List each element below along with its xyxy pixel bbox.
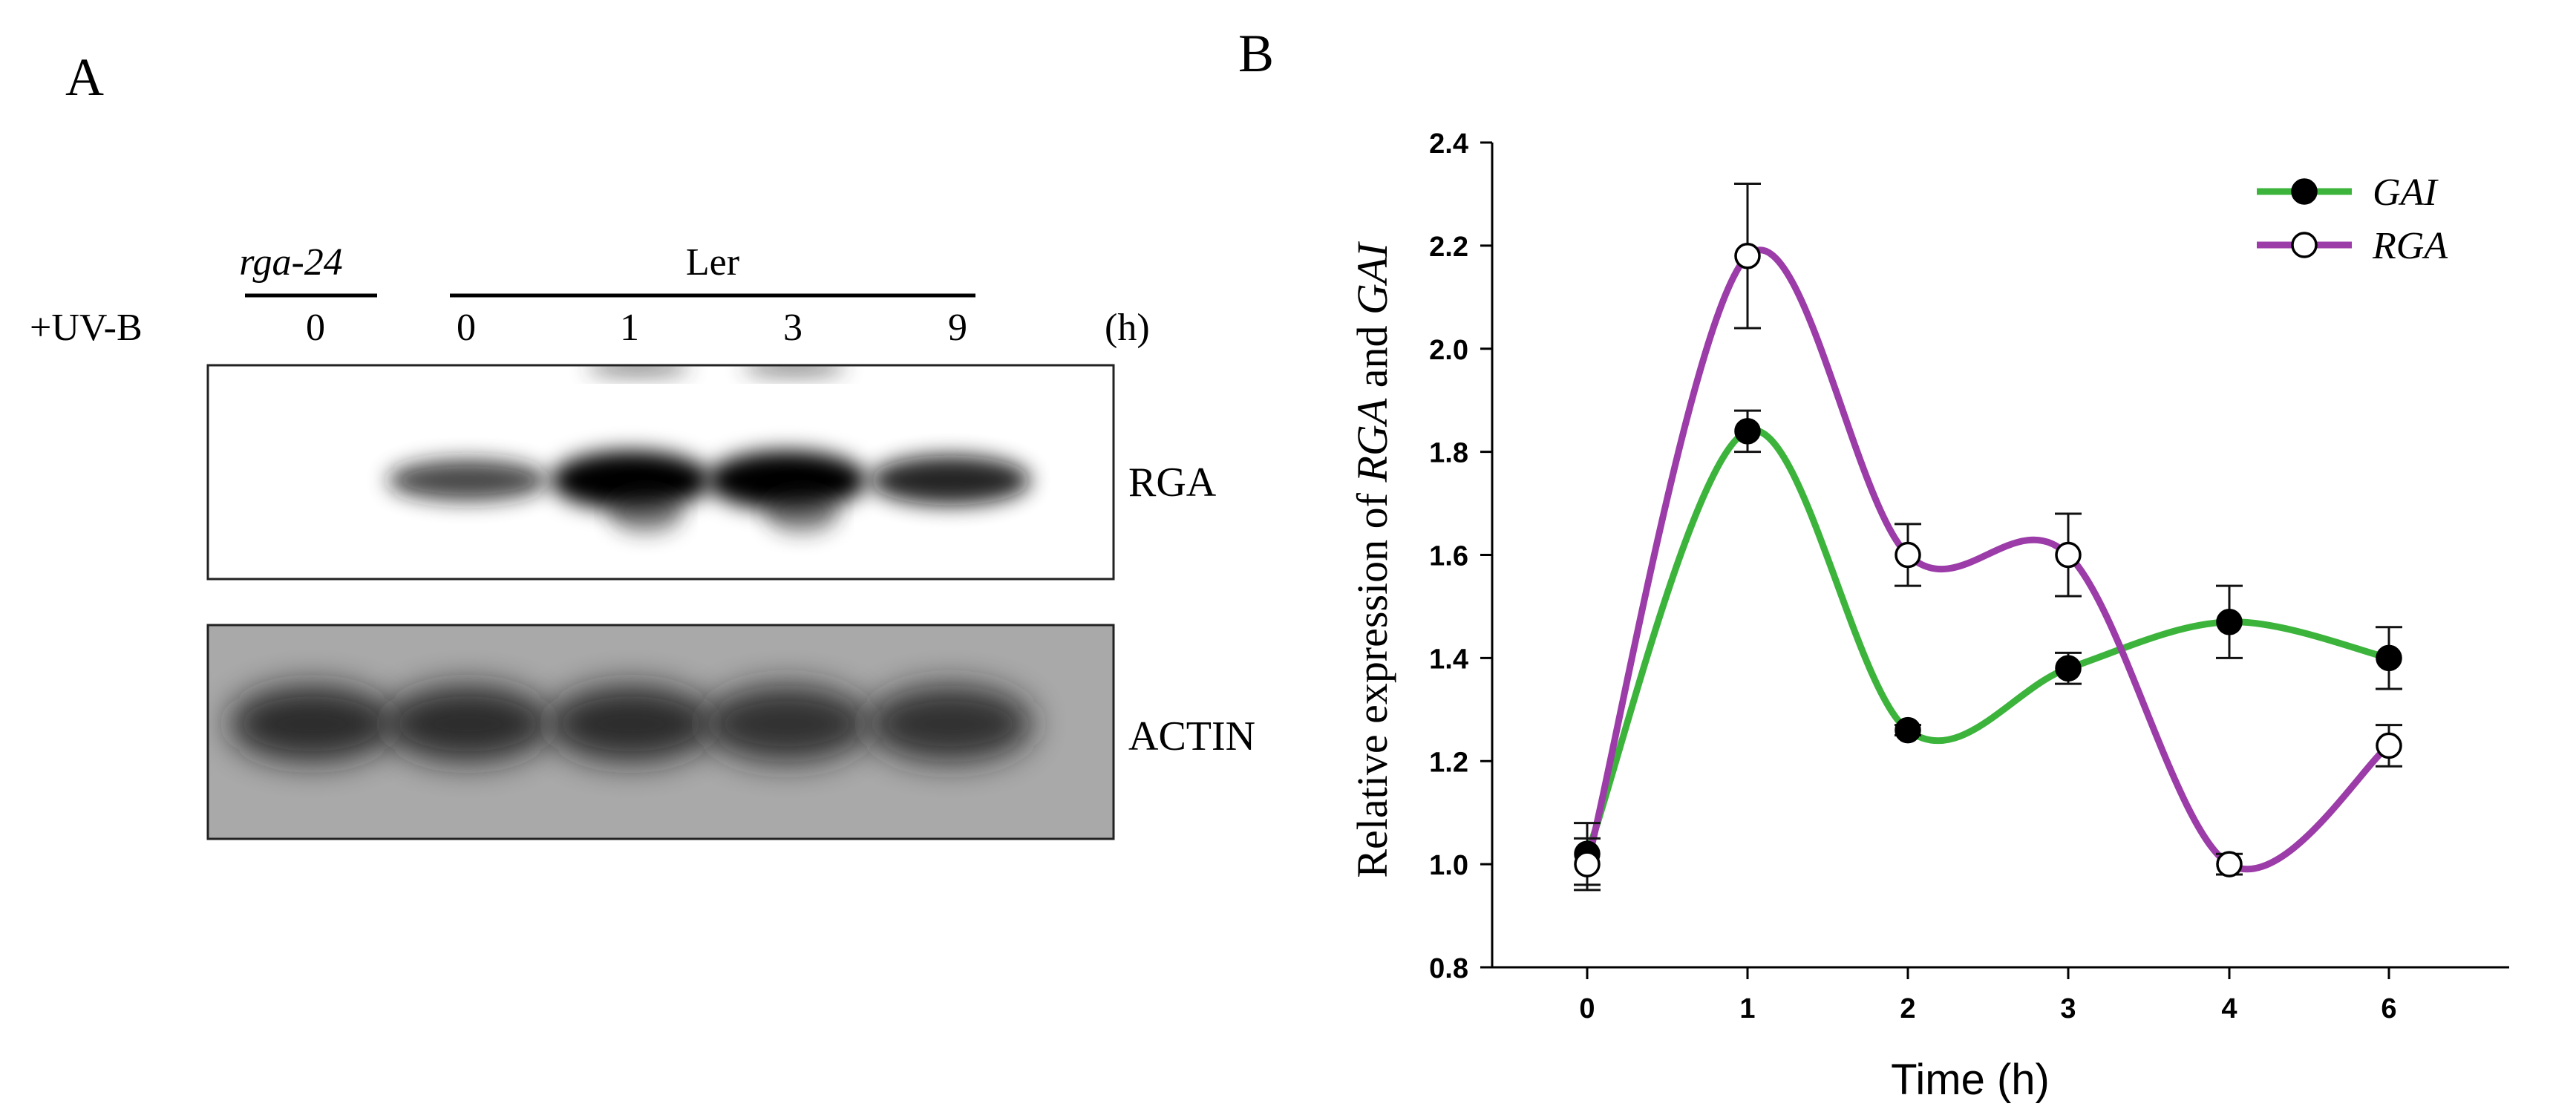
lane-time-labels: 0 0 1 3 9: [306, 307, 967, 349]
rga-band-smear-2: [609, 491, 683, 533]
y-ticks: 0.8 1.0 1.2 1.4 1.6 1.8 2.0 2.2 2.4: [1429, 128, 1492, 984]
unit-label: (h): [1105, 307, 1150, 349]
y-label-gene2: GAI: [1348, 241, 1396, 315]
expression-chart: 0.8 1.0 1.2 1.4 1.6 1.8 2.0 2.2 2.4 0 1 2 3 4 6 Time …: [1348, 128, 2509, 1104]
x-ticks: 0 1 2 3 4 6: [1579, 967, 2397, 1024]
y-label-middle: and: [1348, 315, 1396, 399]
panel-b: B 0.8 1.0 1.2 1.4 1.6 1.8 2.0 2.2 2.4 0 1 2 3 4 6 Tim…: [1238, 24, 2509, 1104]
legend: GAI RGA: [2257, 171, 2448, 267]
y-label-gene1: RGA: [1348, 398, 1396, 483]
point-GAI-4: [2216, 609, 2243, 635]
y-tick-label-1: 1.0: [1429, 850, 1468, 881]
lane-time-label-3: 3: [783, 307, 802, 349]
panel-b-label: B: [1238, 24, 1274, 83]
x-tick-label-5: 6: [2381, 993, 2396, 1024]
x-tick-label-3: 3: [2060, 993, 2076, 1024]
actin-bands: [229, 685, 1033, 762]
point-RGA-3: [2055, 541, 2082, 569]
rga-band-4: [870, 455, 1030, 506]
point-GAI-2: [1895, 716, 1921, 744]
rga-band-2: [551, 451, 711, 510]
y-axis-label: Relative expression of RGA and GAI: [1348, 241, 1396, 878]
rga-band-3: [707, 451, 867, 510]
x-tick-label-0: 0: [1579, 993, 1595, 1024]
rga-band-smear-3: [765, 491, 839, 533]
treatment-label: +UV-B: [30, 307, 143, 349]
rga-band-1: [388, 459, 548, 502]
point-GAI-3: [2055, 655, 2082, 682]
rga-well-3: [742, 365, 846, 375]
actin-blot-label: ACTIN: [1128, 713, 1255, 759]
y-tick-label-2: 1.2: [1429, 747, 1468, 778]
x-tick-label-4: 4: [2221, 993, 2237, 1024]
series-curves: [1583, 246, 2393, 873]
y-tick-label-4: 1.6: [1429, 541, 1468, 572]
legend-marker-RGA: [2291, 232, 2318, 258]
rga-24-header: rga-24: [239, 241, 343, 284]
x-axis-label: Time (h): [1891, 1056, 2050, 1104]
actin-band-4: [867, 685, 1033, 762]
lane-time-label-4: 9: [948, 307, 967, 349]
legend-label-RGA: RGA: [2372, 225, 2448, 267]
point-RGA-2: [1895, 541, 1921, 569]
lane-time-label-1: 0: [457, 307, 476, 349]
x-tick-label-2: 2: [1900, 993, 1915, 1024]
data-points: [1574, 243, 2402, 877]
y-tick-label-6: 2.0: [1429, 335, 1468, 366]
lane-time-label-0: 0: [306, 307, 325, 349]
legend-marker-GAI: [2291, 178, 2318, 205]
legend-label-GAI: GAI: [2373, 171, 2439, 214]
point-RGA-0: [1574, 851, 1601, 877]
series-line-RGA: [1583, 246, 2393, 873]
lane-time-label-2: 1: [620, 307, 639, 349]
panel-a: A rga-24 Ler +UV-B 0 0 1 3 9 (h) RGA ACTIN: [30, 48, 1255, 840]
actin-band-1: [385, 685, 551, 762]
actin-band-2: [548, 685, 714, 762]
point-GAI-5: [2376, 644, 2402, 672]
y-tick-label-3: 1.4: [1429, 644, 1468, 675]
series-line-GAI: [1583, 426, 2393, 857]
actin-band-3: [704, 685, 870, 762]
point-RGA-1: [1734, 243, 1761, 269]
panel-a-label: A: [65, 48, 104, 107]
y-tick-label-5: 1.8: [1429, 438, 1468, 469]
legend-entry-RGA: RGA: [2257, 225, 2448, 267]
point-RGA-5: [2376, 732, 2402, 759]
error-bars: [1574, 183, 2402, 892]
rga-bands: [388, 365, 1030, 533]
actin-blot-border: [206, 624, 1115, 840]
y-tick-label-8: 2.4: [1429, 128, 1468, 160]
rga-well-2: [586, 365, 690, 375]
y-tick-label-0: 0.8: [1429, 953, 1468, 984]
point-RGA-4: [2216, 851, 2243, 877]
point-GAI-1: [1734, 418, 1761, 445]
y-tick-label-7: 2.2: [1429, 232, 1468, 263]
actin-band-0: [229, 685, 395, 762]
ler-header: Ler: [686, 241, 739, 284]
y-label-prefix: Relative expression of: [1348, 483, 1396, 878]
rga-blot-border: [206, 364, 1115, 581]
x-tick-label-1: 1: [1739, 993, 1755, 1024]
rga-blot-label: RGA: [1128, 460, 1217, 506]
legend-entry-GAI: GAI: [2257, 171, 2439, 214]
